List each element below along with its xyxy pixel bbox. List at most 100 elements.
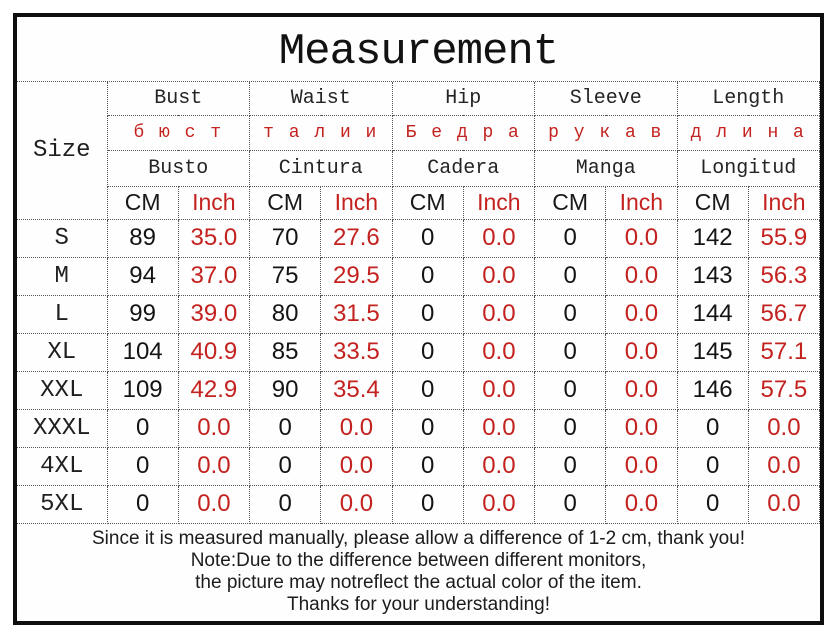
header-row-english: Size Bust Waist Hip Sleeve Length [17, 82, 820, 220]
table-row: 5XL 0 0.0 0 0.0 0 0.0 0 0.0 0 0.0 [17, 485, 821, 524]
cell-hip-cm: 0 [392, 409, 464, 448]
cell-length-cm: 0 [677, 447, 749, 486]
col-header-waist-es: Cintura [249, 150, 393, 187]
cell-sleeve-cm: 0 [534, 219, 607, 258]
cell-bust-inch: 0.0 [178, 485, 251, 524]
cell-bust-cm: 0 [107, 447, 179, 486]
cell-hip-cm: 0 [392, 447, 464, 486]
cell-hip-inch: 0.0 [463, 447, 536, 486]
cell-length-cm: 0 [677, 409, 749, 448]
cell-waist-cm: 70 [249, 219, 322, 258]
cell-length-cm: 142 [677, 219, 749, 258]
cell-hip-cm: 0 [392, 485, 464, 524]
cell-waist-cm: 0 [249, 485, 322, 524]
cell-sleeve-cm: 0 [534, 447, 607, 486]
table-row: XXL 109 42.9 90 35.4 0 0.0 0 0.0 146 57.… [17, 371, 821, 410]
col-header-hip-es: Cadera [392, 150, 535, 187]
row-size-label: S [17, 219, 108, 258]
cell-sleeve-cm: 0 [534, 333, 607, 372]
col-header-bust-es: Busto [107, 150, 250, 187]
unit-header-cm: CM [107, 186, 179, 220]
col-header-length-ru: д л и н а [677, 115, 820, 151]
unit-header-inch: Inch [748, 186, 821, 220]
cell-bust-cm: 0 [107, 485, 179, 524]
header-row-units: CM Inch CM Inch CM Inch CM Inch CM Inch [17, 186, 821, 220]
col-header-sleeve-es: Manga [534, 150, 678, 187]
cell-sleeve-inch: 0.0 [605, 333, 678, 372]
cell-bust-cm: 89 [107, 219, 179, 258]
cell-bust-inch: 39.0 [178, 295, 251, 334]
col-header-length-es: Longitud [677, 150, 820, 187]
cell-sleeve-cm: 0 [534, 257, 607, 296]
cell-sleeve-inch: 0.0 [605, 257, 678, 296]
table-row: M 94 37.0 75 29.5 0 0.0 0 0.0 143 56.3 [17, 257, 821, 296]
cell-waist-inch: 0.0 [320, 409, 393, 448]
cell-length-inch: 0.0 [748, 447, 821, 486]
cell-sleeve-inch: 0.0 [605, 295, 678, 334]
cell-length-cm: 144 [677, 295, 749, 334]
cell-sleeve-cm: 0 [534, 295, 607, 334]
col-header-waist-ru: т а л и и [249, 115, 393, 151]
cell-waist-inch: 31.5 [320, 295, 393, 334]
cell-bust-cm: 0 [107, 409, 179, 448]
table-row: XL 104 40.9 85 33.5 0 0.0 0 0.0 145 57.1 [17, 333, 821, 372]
cell-sleeve-inch: 0.0 [605, 447, 678, 486]
disclaimer-line: Since it is measured manually, please al… [91, 527, 746, 549]
cell-hip-cm: 0 [392, 257, 464, 296]
cell-waist-cm: 0 [249, 447, 322, 486]
cell-bust-cm: 94 [107, 257, 179, 296]
unit-header-cm: CM [392, 186, 464, 220]
unit-header-cm: CM [534, 186, 607, 220]
cell-waist-inch: 33.5 [320, 333, 393, 372]
cell-bust-inch: 40.9 [178, 333, 251, 372]
col-header-sleeve: Sleeve [534, 82, 678, 116]
row-size-label: M [17, 257, 108, 296]
table-row: 4XL 0 0.0 0 0.0 0 0.0 0 0.0 0 0.0 [17, 447, 821, 486]
cell-length-cm: 0 [677, 485, 749, 524]
cell-hip-inch: 0.0 [463, 409, 536, 448]
table-row: L 99 39.0 80 31.5 0 0.0 0 0.0 144 56.7 [17, 295, 821, 334]
cell-waist-inch: 35.4 [320, 371, 393, 410]
cell-sleeve-inch: 0.0 [605, 409, 678, 448]
cell-hip-inch: 0.0 [463, 371, 536, 410]
col-header-hip: Hip [392, 82, 535, 116]
disclaimer-line: the picture may notreflect the actual co… [195, 571, 642, 593]
row-size-label: XXL [17, 371, 108, 410]
cell-sleeve-cm: 0 [534, 371, 607, 410]
cell-hip-inch: 0.0 [463, 257, 536, 296]
cell-hip-inch: 0.0 [463, 485, 536, 524]
cell-hip-inch: 0.0 [463, 219, 536, 258]
unit-header-inch: Inch [178, 186, 251, 220]
cell-length-cm: 143 [677, 257, 749, 296]
unit-header-inch: Inch [463, 186, 536, 220]
cell-waist-cm: 85 [249, 333, 322, 372]
cell-length-inch: 0.0 [748, 485, 821, 524]
cell-hip-cm: 0 [392, 219, 464, 258]
cell-hip-inch: 0.0 [463, 295, 536, 334]
cell-length-cm: 145 [677, 333, 749, 372]
unit-header-cm: CM [677, 186, 749, 220]
cell-bust-inch: 0.0 [178, 447, 251, 486]
cell-sleeve-inch: 0.0 [605, 485, 678, 524]
col-header-bust-ru: б ю с т [107, 115, 250, 151]
cell-waist-cm: 75 [249, 257, 322, 296]
col-header-hip-ru: Б е д р а [392, 115, 535, 151]
row-size-label: 5XL [17, 485, 108, 524]
cell-length-inch: 57.5 [748, 371, 821, 410]
size-chart-panel: Measurement Size Bust Waist Hip Sleeve L… [13, 13, 824, 625]
page-title: Measurement [17, 17, 820, 82]
disclaimer-line: Thanks for your understanding! [287, 593, 550, 615]
unit-header-inch: Inch [320, 186, 393, 220]
cell-waist-cm: 0 [249, 409, 322, 448]
cell-bust-cm: 109 [107, 371, 179, 410]
cell-length-inch: 0.0 [748, 409, 821, 448]
row-size-label: XL [17, 333, 108, 372]
cell-bust-inch: 35.0 [178, 219, 251, 258]
cell-hip-cm: 0 [392, 333, 464, 372]
cell-length-inch: 56.3 [748, 257, 821, 296]
cell-sleeve-cm: 0 [534, 485, 607, 524]
header-row-russian: б ю с т т а л и и Б е д р а р у к а в д … [17, 115, 820, 151]
cell-sleeve-cm: 0 [534, 409, 607, 448]
cell-waist-cm: 90 [249, 371, 322, 410]
unit-header-inch: Inch [605, 186, 678, 220]
